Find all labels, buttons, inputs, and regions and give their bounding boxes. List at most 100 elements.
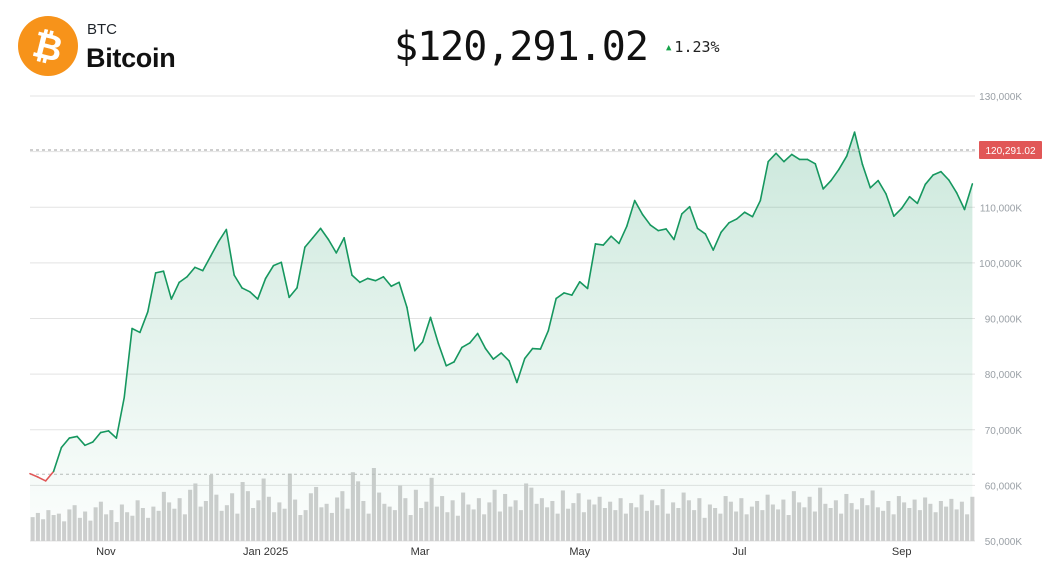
price-line-segment [681,205,691,215]
price-line-segment [806,158,817,165]
price-line-segment [508,359,518,384]
price-line-segment [201,255,212,272]
price-line-segment [256,277,267,300]
price-line-segment [908,195,919,205]
price-line-segment [775,152,785,163]
price-line-segment [618,225,628,245]
asset-symbol: BTC [87,21,117,38]
asset-name: Bitcoin [86,43,176,73]
price-line-segment [516,357,526,384]
price-line-segment [877,179,887,195]
price-line-segment [853,131,864,166]
price-line-segment [351,274,361,284]
price-line-segment [146,272,157,313]
price-line-segment [44,470,55,482]
price-line-segment [115,396,126,439]
x-tick-label: May [569,546,590,558]
price-line-segment [453,346,463,363]
price-line-segment [885,193,895,217]
price-line-segment [29,472,39,478]
price-line-segment [916,183,927,205]
price-line-segment [217,228,228,243]
price-line-segment [822,179,832,190]
price-line-segment [296,246,306,289]
price-line-segment [704,233,715,251]
price-line-segment [963,183,974,211]
price-line-segment [790,153,801,161]
price-line-segment [233,274,243,289]
price-line-segment [728,218,738,224]
price-line-segment [610,235,620,245]
price-line-segment [712,231,722,251]
y-tick-label: 90,000K [985,315,1023,326]
price-line-segment [99,430,110,434]
price-line-segment [940,170,950,181]
x-tick-label: Mar [411,546,430,558]
price-line-segment [626,199,636,227]
price-line-segment [571,280,581,296]
y-tick-label: 100,000K [979,259,1022,270]
price-line-segment [735,211,746,220]
y-tick-label: 70,000K [985,426,1023,437]
price-line-segment [131,327,141,334]
price-line-segment [696,227,707,235]
price-line-segment [139,311,149,334]
price-line-segment [948,179,958,194]
x-tick-label: Jul [732,546,746,558]
price-line-segment [429,316,440,345]
price-line-segment [688,205,699,230]
price-line-segment [123,327,133,399]
price-line-segment [893,207,903,217]
price-line-segment [830,168,840,182]
price-area [30,132,973,541]
y-tick-label: 50,000K [985,537,1023,548]
price-line-segment [437,342,448,367]
price-line-segment [955,191,966,211]
price-line-segment [838,155,848,171]
price-line-segment [194,266,204,272]
price-line-segment [563,292,573,296]
price-line-segment [414,341,424,352]
price-line-segment [657,228,667,232]
price-line-segment [421,316,432,343]
price-line-segment [531,347,542,350]
price-line-segment [461,342,471,349]
price-line-segment [767,152,777,163]
price-line-segment [578,280,589,290]
price-line-segment [523,347,534,360]
price-line-segment [406,306,416,352]
price-line-segment [594,243,605,246]
price-line-segment [398,281,408,309]
price-line-segment [272,261,283,267]
price-line-segment [60,437,71,449]
price-change-value: 1.23% [674,38,720,56]
price-line-segment [649,224,660,232]
price-line-segment [476,332,487,350]
price-line-segment [861,163,872,189]
price-line-segment [751,199,762,218]
price-line-segment [304,237,314,249]
price-line-segment [814,163,824,190]
x-tick-label: Nov [96,546,116,558]
price-line-segment [162,270,173,300]
price-line-segment [445,361,455,367]
price-line-segment [555,292,565,300]
price-line-segment [382,275,393,288]
price-line-segment [492,352,502,360]
y-tick-label: 110,000K [980,203,1022,214]
price-line-segment [633,199,644,216]
price-line-segment [547,297,557,332]
price-line-segment [37,476,47,482]
price-line-segment [673,213,683,241]
price-line-segment [186,266,196,278]
price-line-segment [107,430,118,439]
price-line-segment [845,131,856,157]
price-line-segment [343,237,353,276]
price-line-segment [241,287,251,293]
price-line-segment [288,287,298,299]
price-line-segment [178,275,188,284]
price-line-segment [665,228,675,241]
price-line-segment [500,352,510,362]
y-tick-label: 60,000K [985,481,1023,492]
